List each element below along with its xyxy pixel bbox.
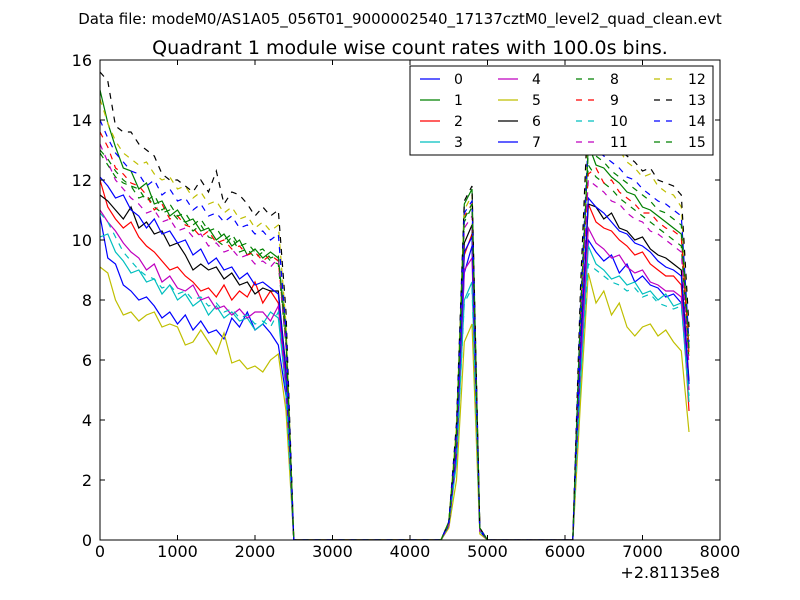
y-tick-label: 12: [72, 171, 92, 190]
legend-label-10: 10: [610, 114, 628, 130]
x-tick-label: 5000: [467, 542, 508, 561]
series-line-4: [100, 209, 690, 540]
y-tick-label: 0: [82, 531, 92, 550]
legend-label-4: 4: [532, 72, 541, 88]
tick-layer: 0 1000 2000 3000 4000 5000 6000 7000 80000246810…: [72, 51, 741, 561]
legend-label-7: 7: [532, 135, 541, 151]
legend-label-13: 13: [688, 93, 706, 109]
legend-label-5: 5: [532, 93, 541, 109]
series-line-3: [100, 233, 690, 540]
legend-label-9: 9: [610, 93, 619, 109]
x-tick-label: 8000: [700, 542, 741, 561]
series-line-0: [100, 215, 690, 540]
y-tick-label: 10: [72, 231, 92, 250]
x-offset-label: +2.81135e8: [620, 563, 720, 582]
legend-label-6: 6: [532, 114, 541, 130]
series-line-8: [100, 152, 690, 540]
legend-label-11: 11: [610, 135, 628, 151]
y-tick-label: 14: [72, 111, 92, 130]
legend-label-8: 8: [610, 72, 619, 88]
y-tick-label: 4: [82, 411, 92, 430]
x-tick-label: 4000: [390, 542, 431, 561]
y-tick-label: 16: [72, 51, 92, 70]
y-tick-label: 6: [82, 351, 92, 370]
series-line-9: [100, 131, 690, 540]
chart-title: Quadrant 1 module wise count rates with …: [152, 37, 668, 59]
legend-label-3: 3: [454, 135, 463, 151]
y-tick-label: 2: [82, 471, 92, 490]
x-tick-label: 1000: [157, 542, 198, 561]
series-line-2: [100, 179, 690, 540]
series-line-5: [100, 266, 690, 540]
legend-label-1: 1: [454, 93, 463, 109]
legend-label-14: 14: [688, 114, 706, 130]
x-tick-label: 7000: [622, 542, 663, 561]
x-tick-label: 0: [95, 542, 105, 561]
legend-label-15: 15: [688, 135, 706, 151]
legend-label-12: 12: [688, 72, 706, 88]
legend-box: [409, 65, 714, 156]
plot-frame: [99, 59, 721, 541]
legend-label-2: 2: [454, 114, 463, 130]
x-tick-label: 2000: [235, 542, 276, 561]
chart-suptitle: Data file: modeM0/AS1A05_056T01_90000025…: [78, 10, 722, 29]
x-tick-label: 3000: [312, 542, 353, 561]
series-line-6: [100, 194, 690, 540]
legend-label-0: 0: [454, 72, 463, 88]
series-line-7: [100, 176, 690, 540]
series-line-10: [100, 212, 690, 540]
x-tick-label: 6000: [545, 542, 586, 561]
y-tick-label: 8: [82, 291, 92, 310]
